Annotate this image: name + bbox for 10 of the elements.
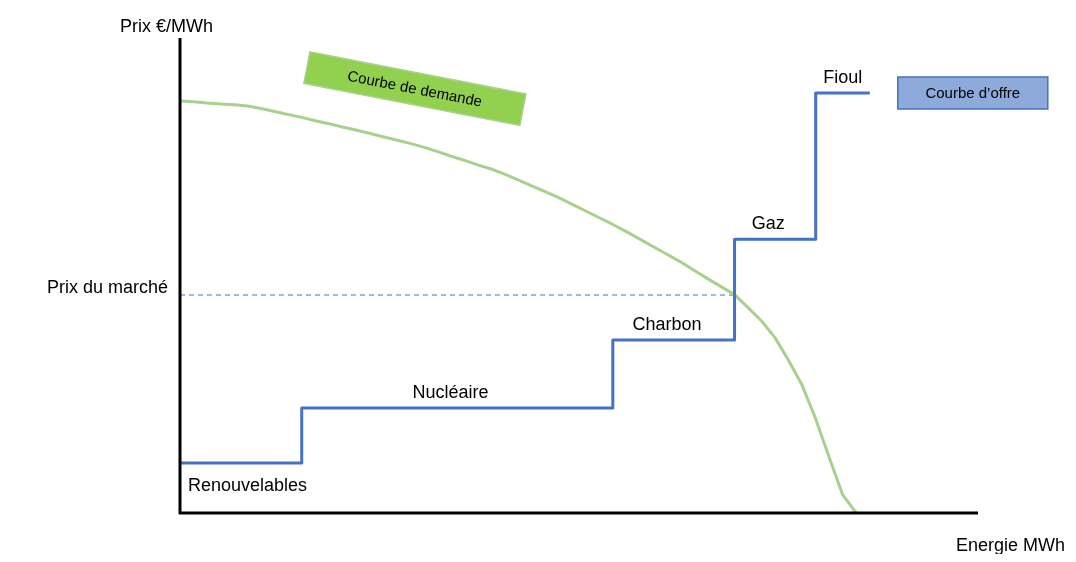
x-axis-title: Energie MWh [955,535,1065,555]
ref-line-label: Prix du marché [46,277,168,298]
annotation: Charbon [632,313,702,334]
text: Courbe de demande [346,66,484,110]
text: Courbe d’offre [925,84,1021,101]
annotation: Gaz [751,213,785,234]
annotation: Renouvelables [188,475,308,496]
y-axis-title: Prix €/MWh [120,16,214,36]
annotation: Nucléaire [412,382,489,402]
text: Fioul [823,67,863,87]
